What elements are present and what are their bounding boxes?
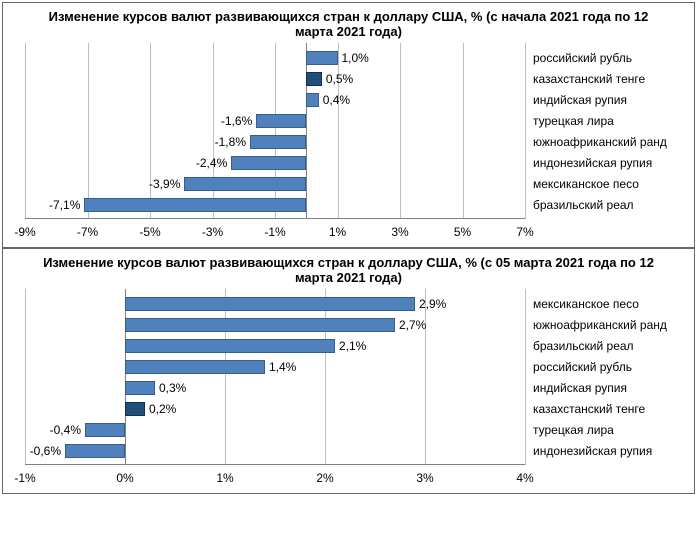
bar-value-label: -0,6% <box>30 444 61 458</box>
bar-value-label: 0,2% <box>149 402 176 416</box>
x-tick-label: 0% <box>116 471 133 485</box>
category-label: индонезийская рупия <box>533 444 652 458</box>
x-tick-label: -1% <box>14 471 35 485</box>
plot-area: -9%-7%-5%-3%-1%1%3%5%7%1,0%0,5%0,4%-1,6%… <box>25 43 525 219</box>
bar <box>306 51 337 65</box>
x-tick-label: 3% <box>391 225 408 239</box>
x-tick-label: -7% <box>77 225 98 239</box>
x-tick-label: 7% <box>516 225 533 239</box>
gridline <box>25 43 26 219</box>
gridline <box>225 289 226 465</box>
chart-panel-1: Изменение курсов валют развивающихся стр… <box>2 2 695 248</box>
bar <box>125 402 145 416</box>
bar-value-label: 0,4% <box>323 93 350 107</box>
category-label: российский рубль <box>533 360 632 374</box>
bar-value-label: 2,7% <box>399 318 426 332</box>
chart-plot-2: -1% 0% 1% 2% 3% 4% 2,9% 2,7% 2,1% 1,4% 0,3% 0,2% -0,… <box>3 289 694 493</box>
gridline <box>25 289 26 465</box>
category-label: бразильский реал <box>533 339 634 353</box>
bar-value-label: 2,1% <box>339 339 366 353</box>
bar <box>125 297 415 311</box>
category-label: южноафриканский ранд <box>533 135 667 149</box>
category-label: мексиканское песо <box>533 297 639 311</box>
bar-value-label: 1,4% <box>269 360 296 374</box>
bar-value-label: -7,1% <box>49 198 80 212</box>
bar <box>125 318 395 332</box>
bar-value-label: 0,5% <box>326 72 353 86</box>
bar <box>306 72 322 86</box>
gridline <box>400 43 401 219</box>
gridline <box>525 43 526 219</box>
x-tick-label: -5% <box>139 225 160 239</box>
zero-line <box>125 289 126 465</box>
category-label: индонезийская рупия <box>533 156 652 170</box>
bar-value-label: -0,4% <box>50 423 81 437</box>
x-tick-label: 4% <box>516 471 533 485</box>
bar-value-label: 0,3% <box>159 381 186 395</box>
gridline <box>88 43 89 219</box>
category-label: бразильский реал <box>533 198 634 212</box>
category-label: казахстанский тенге <box>533 72 645 86</box>
x-tick-label: 2% <box>316 471 333 485</box>
bar <box>125 360 265 374</box>
chart-title-2: Изменение курсов валют развивающихся стр… <box>3 249 694 289</box>
x-tick-label: 5% <box>454 225 471 239</box>
x-tick-label: -3% <box>202 225 223 239</box>
category-label: индийская рупия <box>533 381 627 395</box>
gridline <box>463 43 464 219</box>
category-label: южноафриканский ранд <box>533 318 667 332</box>
x-tick-label: -9% <box>14 225 35 239</box>
bar <box>250 135 306 149</box>
gridline <box>275 43 276 219</box>
category-label: российский рубль <box>533 51 632 65</box>
x-tick-label: 3% <box>416 471 433 485</box>
category-label: мексиканское песо <box>533 177 639 191</box>
x-axis-line <box>25 464 525 465</box>
bar-value-label: 1,0% <box>342 51 369 65</box>
chart-title-1: Изменение курсов валют развивающихся стр… <box>3 3 694 43</box>
zero-line <box>306 43 307 219</box>
gridline <box>150 43 151 219</box>
category-label: казахстанский тенге <box>533 402 645 416</box>
x-tick-label: 1% <box>216 471 233 485</box>
bar <box>231 156 306 170</box>
x-tick-label: -1% <box>264 225 285 239</box>
gridline <box>325 289 326 465</box>
category-label: индийская рупия <box>533 93 627 107</box>
x-tick-label: 1% <box>329 225 346 239</box>
chart-panel-2: Изменение курсов валют развивающихся стр… <box>2 248 695 494</box>
bar <box>125 339 335 353</box>
bar <box>256 114 306 128</box>
bar-value-label: -1,8% <box>215 135 246 149</box>
gridline <box>525 289 526 465</box>
bar-value-label: 2,9% <box>419 297 446 311</box>
bar <box>306 93 319 107</box>
category-label: турецкая лира <box>533 423 614 437</box>
gridline <box>338 43 339 219</box>
bar <box>84 198 306 212</box>
chart-plot-1: -9% -7% -5% -3% -1% 1% 3% 5% 7% 1,0% 0,5% 0,4% -1,6%… <box>3 43 694 247</box>
bar-value-label: -2,4% <box>196 156 227 170</box>
x-axis-line <box>25 218 525 219</box>
bar <box>125 381 155 395</box>
bar <box>65 444 125 458</box>
bar-value-label: -1,6% <box>221 114 252 128</box>
gridline <box>213 43 214 219</box>
bar <box>85 423 125 437</box>
bar-value-label: -3,9% <box>149 177 180 191</box>
bar <box>184 177 306 191</box>
gridline <box>425 289 426 465</box>
category-label: турецкая лира <box>533 114 614 128</box>
plot-area: -1%0%1%2%3%4%2,9%2,7%2,1%1,4%0,3%0,2%-0,… <box>25 289 525 465</box>
